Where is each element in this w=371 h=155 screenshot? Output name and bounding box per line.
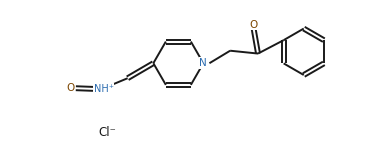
Text: O: O <box>66 83 74 93</box>
Text: Cl⁻: Cl⁻ <box>98 126 116 139</box>
Text: NH⁺: NH⁺ <box>94 84 114 94</box>
Text: O: O <box>250 20 258 30</box>
Text: N: N <box>200 58 207 68</box>
